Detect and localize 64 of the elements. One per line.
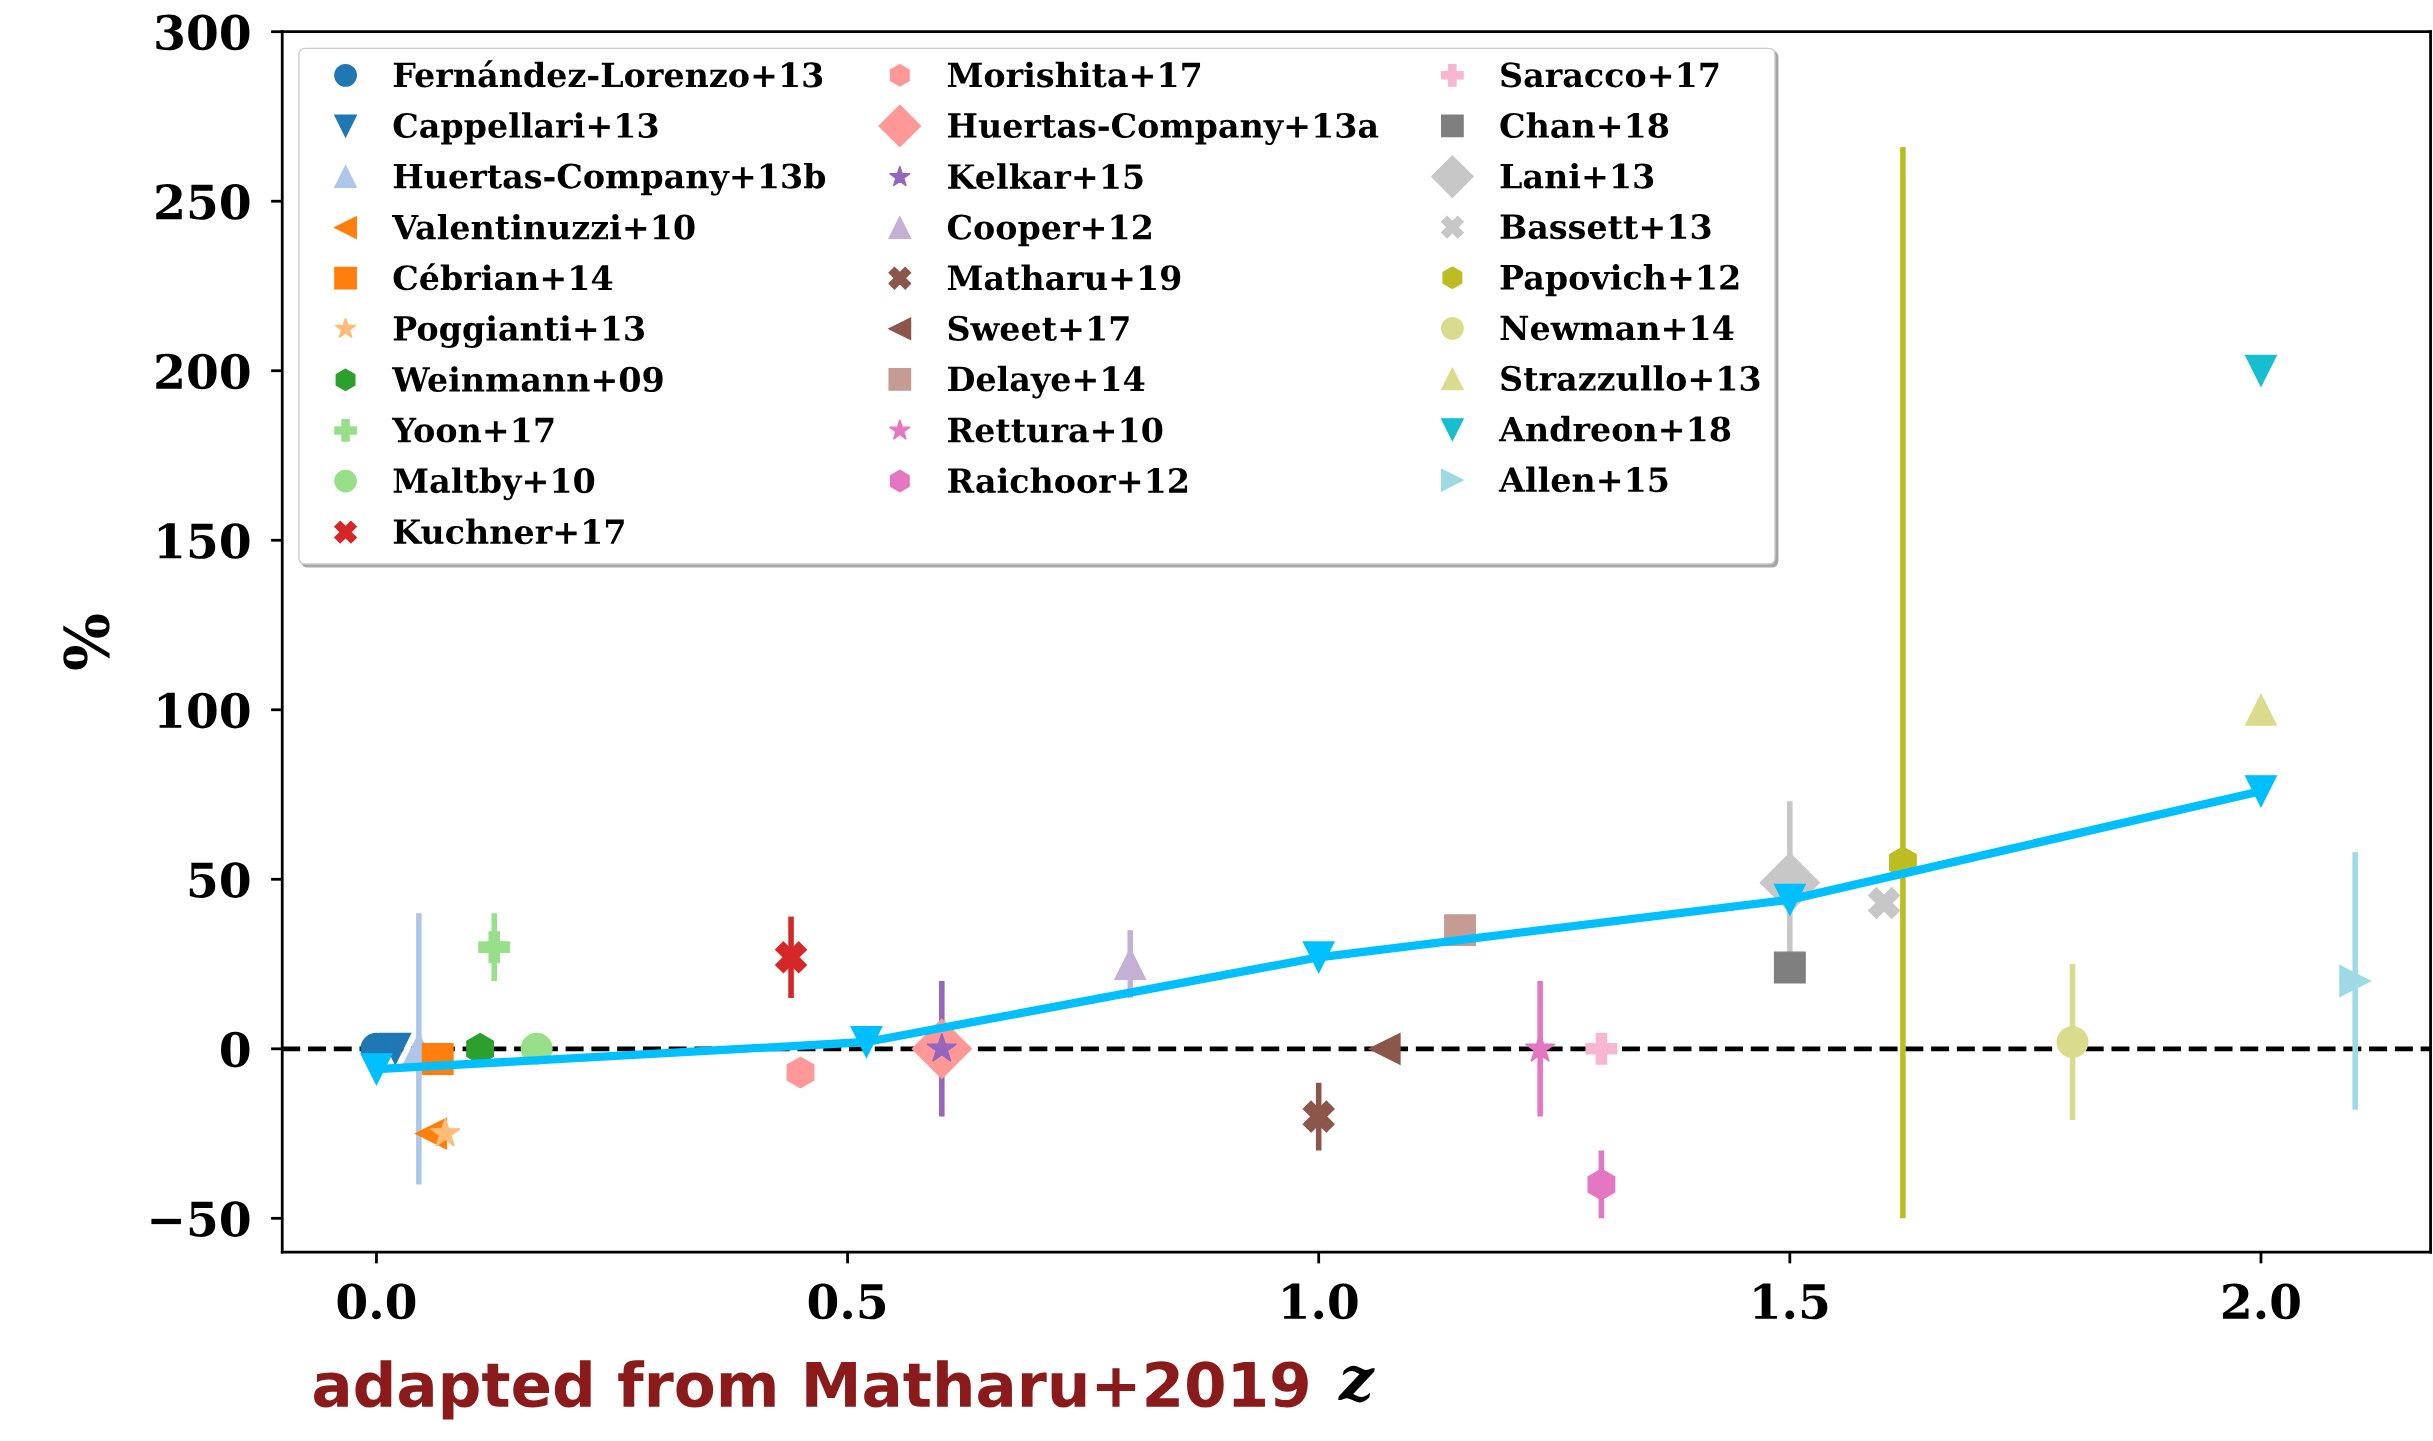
legend-label: Raichoor+12 <box>948 467 1188 494</box>
legend-label: Sweet+17 <box>948 315 1129 341</box>
legend-label: Fernández-Lorenzo+13 <box>393 60 823 88</box>
legend-label: Cébrian+14 <box>393 263 613 291</box>
legend-label: Andreon+18 <box>1498 415 1731 442</box>
point <box>2244 775 2277 808</box>
legend-label: Cooper+12 <box>947 214 1151 247</box>
y-tick-label: 300 <box>156 14 250 51</box>
legend-label: Kelkar+15 <box>948 163 1143 190</box>
x-tick-label: 2.0 <box>2223 1283 2300 1320</box>
point <box>1587 1168 1616 1201</box>
legend-label: Newman+14 <box>1500 315 1734 341</box>
x-axis-title: z <box>1338 1365 1375 1403</box>
x-tick-label: 0.0 <box>337 1283 416 1320</box>
point <box>2056 1026 2089 1059</box>
legend-label: Cappellari+13 <box>393 112 658 145</box>
point <box>1368 1032 1401 1065</box>
point <box>379 1032 412 1065</box>
y-tick-label: 100 <box>158 692 250 729</box>
legend-label: Lani+13 <box>1500 162 1654 189</box>
point <box>850 1026 883 1059</box>
text: adapted from Matharu+2019 <box>314 1360 1308 1420</box>
legend-label: Rettura+10 <box>948 417 1163 443</box>
legend-label: Weinmann+09 <box>391 366 663 393</box>
y-axis-title: % <box>63 614 110 670</box>
legend-label: Huertas-Company+13b <box>393 162 826 196</box>
legend-label: Yoon+17 <box>391 417 554 443</box>
legend-label: Maltby+10 <box>393 467 595 501</box>
legend-label: Delaye+14 <box>948 365 1145 399</box>
y-tick-label: 0 <box>221 1031 250 1068</box>
point <box>360 1053 393 1086</box>
legend-label: Papovich+12 <box>1500 264 1739 297</box>
point <box>2244 693 2277 726</box>
point <box>1868 887 1901 919</box>
point <box>430 1117 461 1147</box>
legend-label: Huertas-Company+13a <box>948 112 1379 146</box>
point <box>478 931 511 964</box>
point <box>1773 883 1806 916</box>
y-tick-label: 50 <box>189 862 250 898</box>
point <box>775 941 808 974</box>
point <box>1302 941 1335 974</box>
point <box>1302 1100 1335 1133</box>
legend-label: Valentinuzzi+10 <box>392 213 695 240</box>
point <box>2339 965 2372 997</box>
legend-label: Poggianti+13 <box>393 315 645 348</box>
point <box>2244 354 2277 387</box>
point <box>786 1056 815 1089</box>
x-tick-label: 1.0 <box>1283 1283 1358 1320</box>
x-tick-label: 0.5 <box>808 1283 886 1320</box>
legend-label: Chan+18 <box>1500 112 1669 139</box>
point <box>1773 951 1806 984</box>
legend-label: Morishita+17 <box>947 61 1201 88</box>
y-tick-label: 150 <box>158 523 250 559</box>
legend-label: Saracco+17 <box>1501 62 1719 88</box>
legend-label: Matharu+19 <box>947 264 1181 291</box>
y-tick-label: 200 <box>156 353 250 390</box>
legend-label: Bassett+13 <box>1500 214 1711 240</box>
legend-label: Allen+15 <box>1498 466 1668 493</box>
y-tick-label: 250 <box>156 184 250 220</box>
legend-label: Kuchner+17 <box>393 518 624 545</box>
point <box>1585 1032 1618 1065</box>
legend-label: Strazzullo+13 <box>1501 365 1760 392</box>
x-tick-label: 1.5 <box>1754 1283 1828 1320</box>
y-tick-label: −50 <box>151 1201 250 1237</box>
